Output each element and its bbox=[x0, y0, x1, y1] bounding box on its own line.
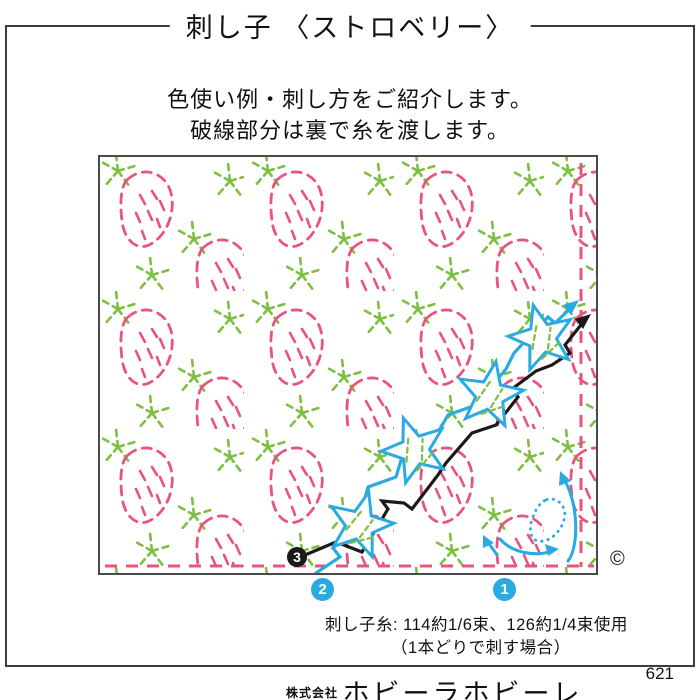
dotted-strawberry-outline bbox=[528, 497, 567, 543]
page-title: 刺し子 〈ストロベリー〉 bbox=[169, 6, 531, 45]
company-prefix: 株式会社 bbox=[286, 686, 339, 700]
guide-arrow-up bbox=[562, 477, 578, 563]
footer: 株式会社 ホビーラホビーレ 621 bbox=[0, 664, 700, 700]
direction-guides bbox=[483, 471, 578, 563]
step-marker-3: 3 bbox=[287, 547, 307, 567]
thread-note-line-2: （1本どりで刺す場合） bbox=[391, 639, 571, 657]
intro-line-2: 破線部分は裏で糸を渡します。 bbox=[190, 118, 510, 143]
guide-arrowhead-right-icon bbox=[545, 544, 559, 556]
strawberry-pattern-fill bbox=[100, 157, 596, 573]
guide-arrowhead-small-icon bbox=[483, 535, 494, 548]
step-marker-2: 2 bbox=[311, 578, 334, 601]
step-marker-1: 1 bbox=[493, 578, 516, 601]
sashiko-pattern-diagram bbox=[98, 155, 598, 575]
company-logo: 株式会社 ホビーラホビーレ bbox=[286, 672, 582, 700]
black-arrowhead-icon bbox=[575, 314, 591, 329]
pattern-canvas bbox=[100, 157, 596, 573]
thread-usage-note: 刺し子糸: 114約1/6束、126約1/4束使用 （1本どりで刺す場合） bbox=[325, 614, 628, 660]
page-number: 621 bbox=[645, 664, 674, 683]
guide-arrowhead-up-icon bbox=[559, 471, 571, 486]
thread-note-line-1: 刺し子糸: 114約1/6束、126約1/4束使用 bbox=[325, 616, 628, 634]
intro-line-1: 色使い例・刺し方をご紹介します。 bbox=[167, 87, 533, 112]
intro-text: 色使い例・刺し方をご紹介します。 破線部分は裏で糸を渡します。 bbox=[0, 84, 700, 146]
stitch-path-black bbox=[303, 319, 586, 557]
blue-arrowhead-icon bbox=[563, 300, 579, 315]
company-name: ホビーラホビーレ bbox=[342, 679, 583, 700]
copyright-mark: © bbox=[610, 548, 625, 570]
